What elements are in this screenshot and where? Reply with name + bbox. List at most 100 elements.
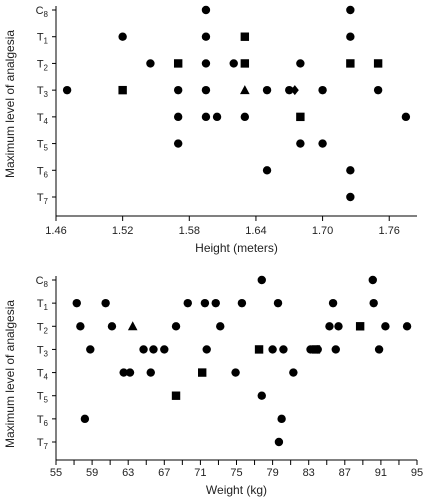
x-tick-label: 67 bbox=[158, 467, 170, 479]
data-point-circle bbox=[107, 322, 117, 331]
y-tick-label: T1 bbox=[37, 298, 49, 312]
data-point-circle bbox=[318, 139, 327, 148]
data-point-circle bbox=[201, 32, 211, 41]
data-point-circle bbox=[201, 112, 211, 122]
data-point-circle bbox=[334, 322, 343, 331]
data-point-circle bbox=[289, 368, 298, 377]
data-point-circle bbox=[76, 322, 85, 331]
x-tick-label: 91 bbox=[375, 467, 387, 479]
data-point-square bbox=[346, 59, 355, 68]
data-point-circle bbox=[296, 139, 305, 148]
data-point-square bbox=[355, 322, 365, 331]
data-point-circle bbox=[146, 368, 155, 377]
data-point-circle bbox=[237, 298, 247, 308]
data-point-circle bbox=[201, 5, 211, 15]
y-tick-label: T7 bbox=[37, 437, 49, 451]
data-point-circle bbox=[173, 139, 183, 148]
y-tick-label: T5 bbox=[37, 391, 49, 405]
data-point-square bbox=[198, 368, 207, 377]
chart-1: C8 T1 T2 T3 T4 T5 T6 T7 1.46 1.52 1.58 1.64 1.70 1.76… bbox=[3, 5, 417, 255]
y-tick-label: T1 bbox=[37, 32, 49, 46]
data-point-circle bbox=[368, 275, 377, 285]
data-point-circle bbox=[146, 59, 155, 68]
data-point-square bbox=[373, 59, 383, 68]
data-point-circle bbox=[268, 345, 277, 354]
data-point-circle bbox=[273, 298, 283, 308]
data-point-circle bbox=[257, 391, 266, 400]
data-point-square bbox=[171, 391, 181, 400]
data-point-circle bbox=[139, 345, 148, 354]
x-axis-label: Weight (kg) bbox=[206, 483, 267, 497]
x-tick-label: 55 bbox=[50, 467, 62, 479]
data-point-circle bbox=[369, 298, 378, 308]
data-point-circle bbox=[257, 275, 266, 285]
data-point-circle bbox=[240, 112, 250, 122]
x-tick-label: 87 bbox=[339, 467, 351, 479]
data-point-circle bbox=[318, 85, 327, 95]
data-point-circle bbox=[296, 59, 305, 68]
data-point-circle bbox=[279, 345, 288, 354]
y-tick-label: T4 bbox=[37, 112, 49, 126]
data-point-circle bbox=[346, 192, 355, 202]
y-tick-label: T3 bbox=[37, 344, 49, 358]
data-point-circle bbox=[201, 85, 211, 95]
data-point-circle bbox=[331, 345, 340, 354]
y-axis-label: Maximum level of analgesia bbox=[3, 300, 17, 448]
data-point-circle bbox=[346, 5, 355, 15]
x-tick-label: 95 bbox=[411, 467, 423, 479]
data-point-circle bbox=[277, 414, 286, 424]
y-tick-label: T7 bbox=[37, 192, 49, 206]
data-point-circle bbox=[86, 345, 95, 354]
x-axis-label: Height (meters) bbox=[195, 241, 278, 255]
data-point-square bbox=[173, 59, 183, 68]
data-point-circle bbox=[231, 368, 240, 377]
data-point-square bbox=[254, 345, 264, 354]
data-point-circle bbox=[125, 368, 135, 377]
data-point-circle bbox=[149, 345, 158, 354]
data-point-circle bbox=[401, 112, 411, 122]
data-point-circle bbox=[201, 59, 211, 68]
data-point-square bbox=[240, 59, 250, 68]
data-point-triangle bbox=[240, 85, 250, 95]
data-point-circle bbox=[202, 345, 211, 354]
data-point-circle bbox=[262, 85, 272, 95]
y-tick-label: T2 bbox=[37, 321, 49, 335]
x-tick-label: 59 bbox=[86, 467, 98, 479]
y-tick-label: T6 bbox=[37, 414, 49, 428]
data-point-circle bbox=[62, 85, 72, 95]
y-tick-label: T3 bbox=[37, 85, 49, 99]
data-point-circle bbox=[118, 32, 127, 41]
data-point-circle bbox=[381, 322, 390, 331]
data-point-square bbox=[240, 32, 250, 41]
x-tick-label: 83 bbox=[303, 467, 315, 479]
data-point-circle bbox=[80, 414, 90, 424]
y-tick-label: T5 bbox=[37, 139, 49, 153]
data-point-circle bbox=[325, 322, 334, 331]
data-point-circle bbox=[200, 298, 210, 308]
x-tick-label: 75 bbox=[230, 467, 242, 479]
data-point-circle bbox=[72, 298, 81, 308]
data-point-circle bbox=[374, 345, 384, 354]
data-point-circle bbox=[173, 85, 183, 95]
data-point-circle bbox=[216, 322, 225, 331]
data-point-circle bbox=[183, 298, 192, 308]
x-tick-label: 1.58 bbox=[179, 225, 200, 237]
data-point-circle bbox=[274, 437, 284, 447]
y-tick-label: C8 bbox=[36, 5, 49, 19]
y-tick-label: C8 bbox=[36, 275, 49, 289]
y-tick-label: T4 bbox=[37, 368, 49, 382]
data-point-circle bbox=[212, 112, 222, 122]
data-point-circle bbox=[346, 32, 355, 41]
y-tick-label: T2 bbox=[37, 58, 49, 72]
data-point-square bbox=[296, 112, 305, 122]
data-point-circle bbox=[119, 368, 128, 377]
data-point-triangle bbox=[127, 321, 138, 331]
x-tick-label: 1.64 bbox=[245, 225, 266, 237]
data-point-circle bbox=[171, 322, 181, 331]
y-axis-label: Maximum level of analgesia bbox=[3, 30, 17, 178]
data-point-circle bbox=[313, 345, 322, 354]
data-point-circle bbox=[262, 166, 272, 175]
data-point-circle bbox=[373, 85, 383, 95]
x-tick-label: 71 bbox=[194, 467, 206, 479]
x-tick-label: 63 bbox=[122, 467, 134, 479]
